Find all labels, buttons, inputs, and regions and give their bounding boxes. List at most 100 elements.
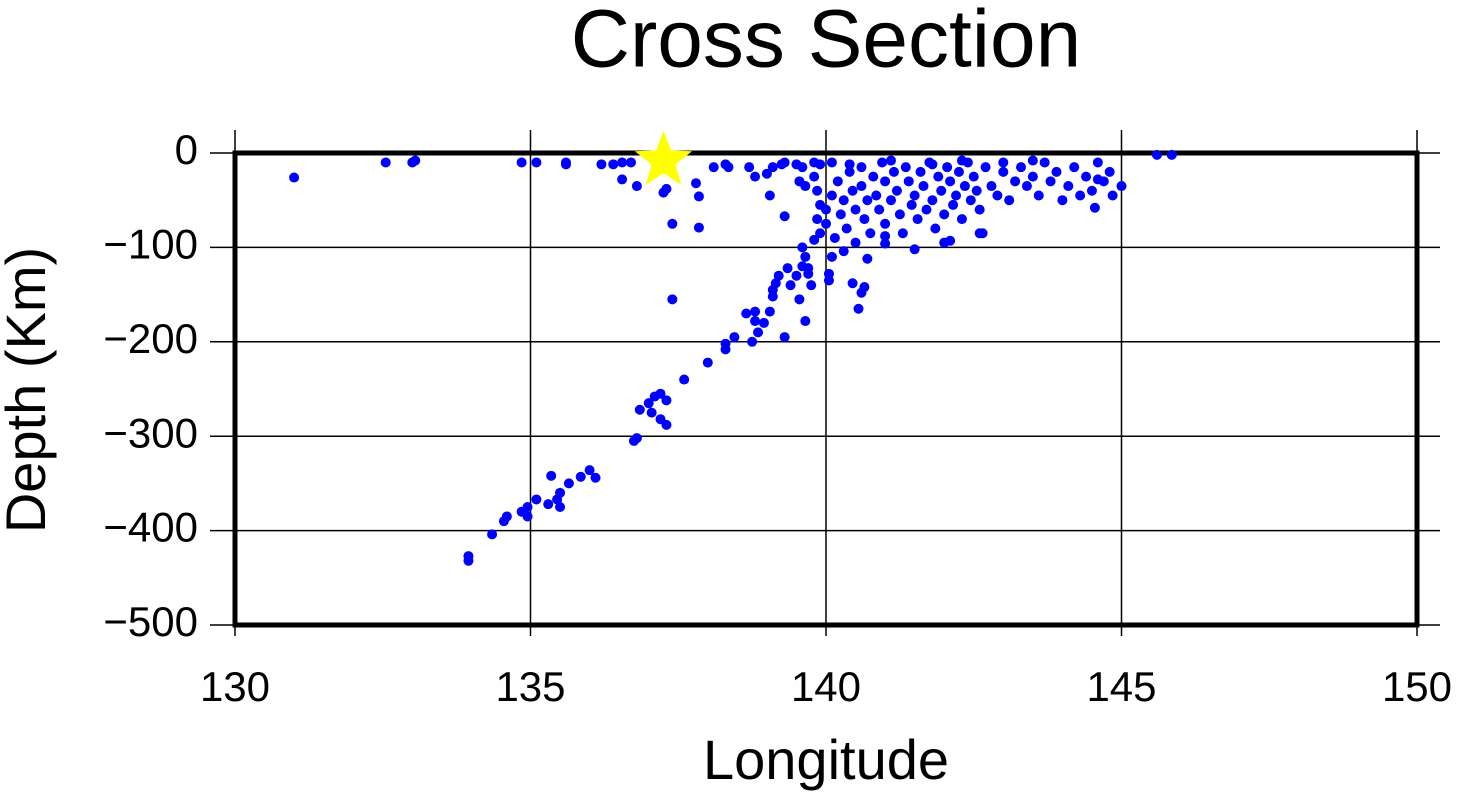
point [617,157,628,168]
point [906,199,917,210]
point [939,209,950,220]
point [1063,181,1074,192]
point [693,191,704,202]
point [1027,171,1038,182]
point [289,172,300,183]
point [809,234,820,245]
point [658,187,669,198]
point [856,181,867,192]
point [797,242,808,253]
point [909,244,920,255]
point [560,157,571,168]
point [608,159,619,170]
x-tick-label: 135 [495,663,565,710]
point [880,231,891,242]
point [977,228,988,239]
point [829,232,840,243]
point [865,228,876,239]
point [812,214,823,225]
point [815,228,826,239]
point [729,332,740,343]
point [1151,149,1162,160]
point [844,159,855,170]
point [927,159,938,170]
point [1092,174,1103,185]
point [1069,162,1080,173]
point [679,374,690,385]
point [953,166,964,177]
point [1081,171,1092,182]
point [800,251,811,262]
point [797,162,808,173]
point [826,157,837,168]
point [531,157,542,168]
point [847,278,858,289]
point [1104,166,1115,177]
point [806,280,817,291]
point [859,282,870,293]
y-tick-label: 0 [175,126,198,173]
point [992,190,1003,201]
point [498,516,509,527]
point [1039,157,1050,168]
point [862,253,873,264]
point [1045,176,1056,187]
point [918,181,929,192]
point [1075,190,1086,201]
star-marker [634,130,692,185]
point [546,470,557,481]
point [791,270,802,281]
x-tick-label: 140 [791,663,861,710]
point [531,494,542,505]
point [826,190,837,201]
point [880,218,891,229]
point [487,529,498,540]
point [744,162,755,173]
point [871,190,882,201]
point [723,162,734,173]
point [853,303,864,314]
point [552,494,563,505]
point [779,157,790,168]
point [764,190,775,201]
point [753,327,764,338]
point [785,280,796,291]
point [643,398,654,409]
point [900,162,911,173]
point [1166,149,1177,160]
point [667,218,678,229]
point [575,471,586,482]
point [862,195,873,206]
point [646,407,657,418]
point [463,555,474,566]
point [838,195,849,206]
point [809,171,820,182]
point [690,178,701,189]
point [750,316,761,327]
point [1016,162,1027,173]
point [850,237,861,248]
point [625,157,636,168]
point [915,166,926,177]
point [948,199,959,210]
point [921,204,932,215]
point [1027,155,1038,166]
point [823,275,834,286]
point [631,181,642,192]
point [909,190,920,201]
point [543,499,554,510]
x-tick-label: 145 [1086,663,1156,710]
point [832,176,843,187]
chart-title: Cross Section [571,0,1081,85]
point [933,171,944,182]
point [649,391,660,402]
point [555,502,566,512]
point [1004,195,1015,206]
point [1107,190,1118,201]
y-tick-label: −300 [103,409,198,456]
point [886,155,897,166]
point [826,251,837,262]
y-tick-label: −100 [103,220,198,267]
point [815,159,826,170]
